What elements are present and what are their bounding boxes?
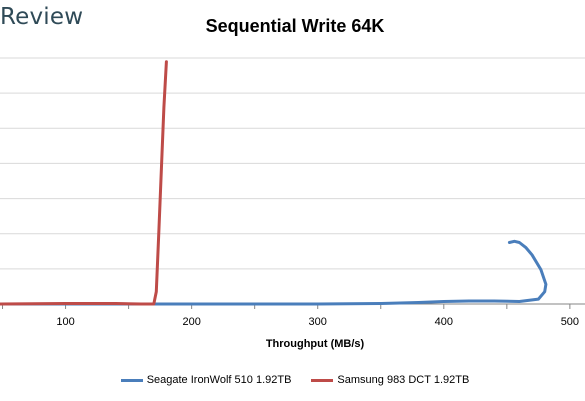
series-line-2 [0,60,168,306]
x-tick-labels: 100 200 300 400 500 [56,316,579,328]
legend-label-series-1: Seagate IronWolf 510 1.92TB [146,374,292,386]
grid-lines [0,57,585,270]
series-line-1 [0,239,548,306]
chart-title: Sequential Write 64K [205,16,385,36]
x-tick-label: 200 [182,316,200,328]
x-tick-label: 300 [309,316,327,328]
legend: Seagate IronWolf 510 1.92TB Samsung 983 … [0,374,585,386]
legend-swatch-series-1 [120,378,143,382]
brand-logo: Review [0,4,84,30]
x-tick-label: 500 [561,316,579,328]
series-lines [0,60,548,306]
x-tick-label: 400 [435,316,453,328]
legend-label-series-2: Samsung 983 DCT 1.92TB [337,374,470,386]
legend-item-series-1: Seagate IronWolf 510 1.92TB [120,374,292,386]
legend-item-series-2: Samsung 983 DCT 1.92TB [311,374,469,386]
x-tick-label: 100 [56,316,74,328]
legend-swatch-series-2 [311,378,334,382]
x-axis-label: Throughput (MB/s) [265,338,365,350]
